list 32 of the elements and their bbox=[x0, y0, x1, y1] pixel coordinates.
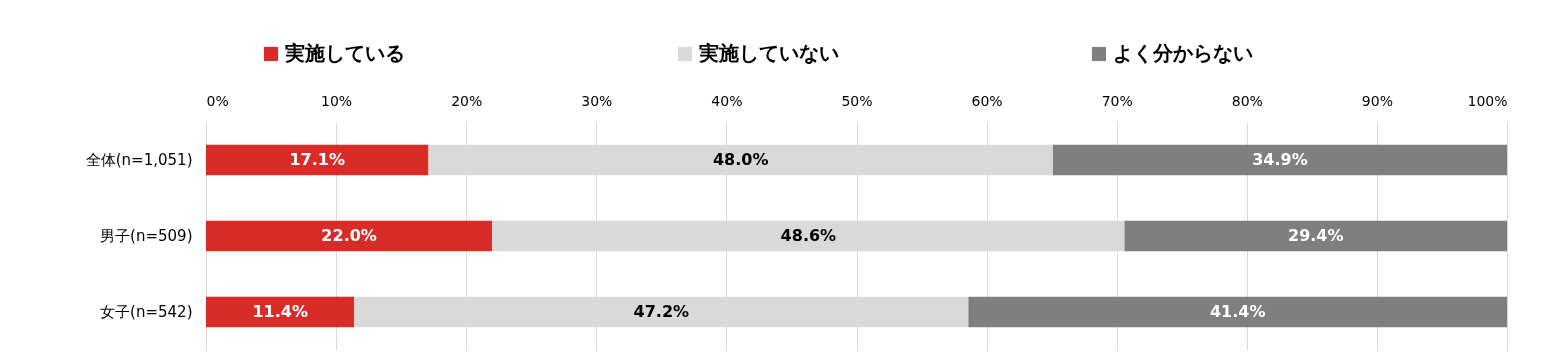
x-tick-label: 0% bbox=[206, 92, 229, 109]
x-tick-label: 10% bbox=[321, 92, 353, 109]
x-tick-label: 30% bbox=[581, 92, 613, 109]
data-label: 48.0% bbox=[712, 150, 769, 169]
y-tick-label: 女子(n=542) bbox=[100, 303, 193, 321]
data-label: 22.0% bbox=[321, 226, 377, 245]
bar bbox=[206, 144, 429, 176]
bar bbox=[1052, 144, 1507, 176]
bar bbox=[206, 296, 355, 328]
data-label: 48.6% bbox=[780, 226, 837, 245]
bar bbox=[206, 220, 493, 252]
bar bbox=[968, 296, 1507, 328]
x-tick-label: 80% bbox=[1231, 92, 1263, 109]
x-tick-label: 60% bbox=[971, 92, 1003, 109]
x-tick-label: 40% bbox=[711, 92, 743, 109]
data-label: 29.4% bbox=[1288, 226, 1344, 245]
x-tick-label: 50% bbox=[841, 92, 873, 109]
y-tick-label: 男子(n=509) bbox=[100, 227, 193, 245]
legend-label: よく分からない bbox=[1113, 41, 1253, 65]
legend-label: 実施していない bbox=[698, 41, 839, 65]
data-label: 34.9% bbox=[1252, 150, 1308, 169]
x-tick-label: 20% bbox=[451, 92, 483, 109]
data-label: 41.4% bbox=[1209, 302, 1266, 321]
data-label: 47.2% bbox=[633, 302, 690, 321]
bar bbox=[1124, 220, 1507, 252]
x-tick-label: 100% bbox=[1467, 92, 1508, 109]
x-tick-label: 70% bbox=[1101, 92, 1133, 109]
x-tick-label: 90% bbox=[1361, 92, 1393, 109]
legend-label: 実施している bbox=[284, 41, 405, 65]
data-label: 17.1% bbox=[289, 150, 345, 169]
y-tick-label: 全体(n=1,051) bbox=[85, 151, 193, 169]
data-label: 11.4% bbox=[252, 302, 308, 321]
